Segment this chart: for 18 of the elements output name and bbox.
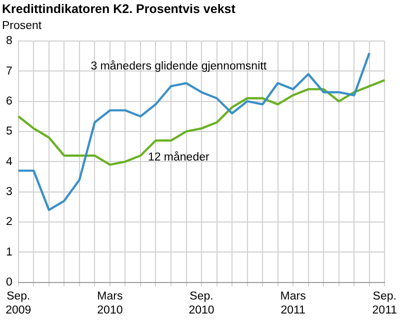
x-tick-label: Sep. 2011: [372, 290, 397, 316]
y-tick-label: 0: [6, 276, 12, 289]
x-tick-label: Sep. 2010: [188, 290, 214, 316]
y-tick-label: 5: [6, 126, 12, 138]
y-tick-label: 2: [6, 216, 12, 228]
x-tick-label: Mars 2011: [280, 290, 306, 316]
y-tick-label: 8: [6, 35, 12, 48]
y-axis-title: Prosent: [2, 20, 42, 32]
y-tick-label: 7: [6, 65, 12, 78]
x-tick-label: Sep. 2009: [6, 290, 32, 316]
x-tick-label: Mars 2010: [97, 290, 123, 316]
y-tick-label: 3: [6, 186, 12, 198]
y-tick-label: 1: [6, 246, 12, 258]
chart-title: Kredittindikatoren K2. Prosentvis vekst: [2, 2, 236, 16]
series-label: 3 måneders glidende gjennomsnitt: [90, 60, 268, 73]
y-tick-label: 6: [6, 95, 12, 108]
series-label: 12 måneder: [148, 150, 210, 164]
y-tick-label: 4: [6, 156, 13, 168]
